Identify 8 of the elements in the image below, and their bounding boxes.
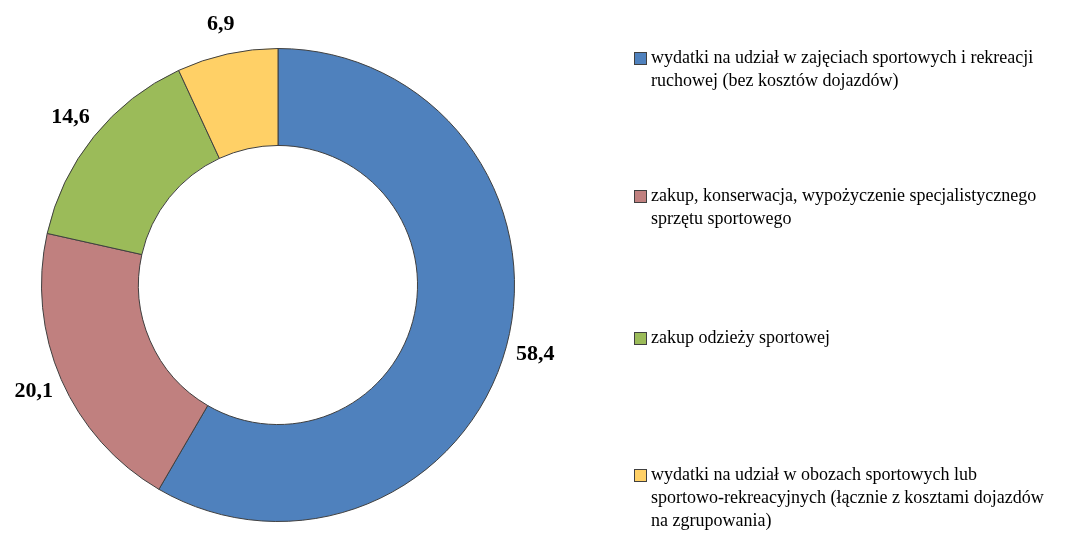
data-label: 14,6: [51, 103, 90, 129]
data-label: 6,9: [206, 10, 235, 36]
legend-label: wydatki na udział w obozach sportowych lub sportowo-rekreacyjnych (łącznie z kosztami dojazdów na zgrupowania): [651, 463, 1045, 532]
legend-label: wydatki na udział w zajęciach sportowych i rekreacji ruchowej (bez kosztów dojazdów): [651, 46, 1035, 92]
legend-label: zakup, konserwacja, wypożyczenie specjalistycznego sprzętu sportowego: [651, 184, 1038, 230]
data-label: 20,1: [14, 377, 53, 403]
data-label: 58,4: [516, 340, 555, 366]
legend-label: zakup odzieży sportowej: [651, 326, 830, 349]
